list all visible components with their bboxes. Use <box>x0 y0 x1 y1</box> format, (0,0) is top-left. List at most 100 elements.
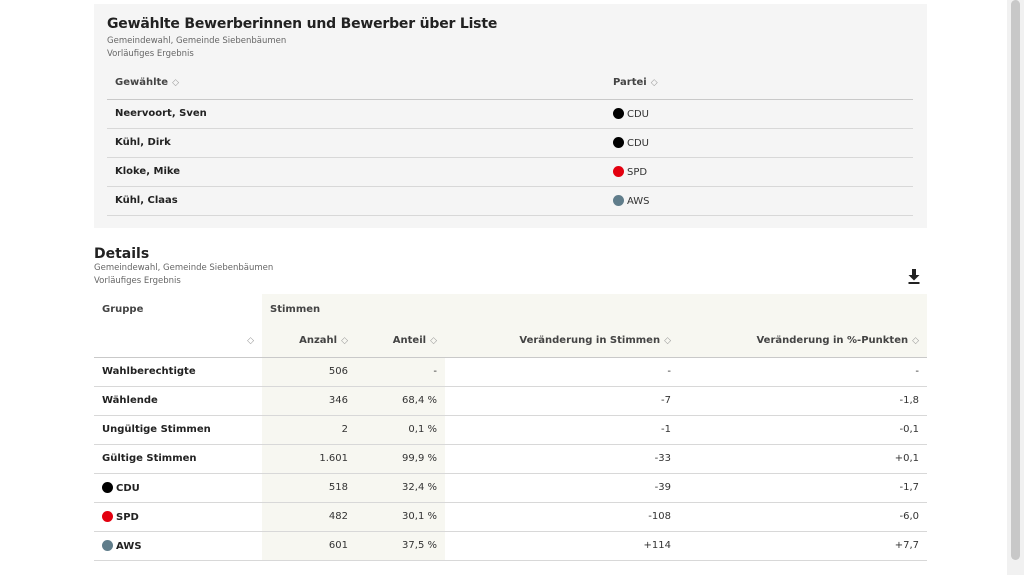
table-row: AWS 601 37,5 % +114 +7,7 <box>94 531 928 561</box>
share-cell: 32,4 % <box>356 473 445 503</box>
col-header-group-sort[interactable]: ◇ <box>94 324 262 358</box>
table-row: CDU 518 32,4 % -39 -1,7 <box>94 473 928 503</box>
col-header-group: Gruppe <box>102 303 144 315</box>
col-header-change-votes[interactable]: Veränderung in Stimmen ◇ <box>445 324 679 358</box>
group-label: AWS <box>116 540 142 552</box>
group-cell: Wählende <box>94 386 262 416</box>
party-label: AWS <box>627 195 650 207</box>
sort-icon[interactable]: ◇ <box>912 335 920 346</box>
table-row: Neervoort, Sven CDU <box>107 99 913 129</box>
col-header-party-label: Partei <box>613 77 647 89</box>
table-row: SPD 482 30,1 % -108 -6,0 <box>94 502 928 532</box>
sort-icon[interactable]: ◇ <box>664 335 671 346</box>
scrollbar-thumb[interactable] <box>1011 0 1020 560</box>
change-votes-cell: -108 <box>445 502 679 532</box>
party-color-dot <box>613 136 624 148</box>
count-cell: 2 <box>262 415 356 445</box>
table-row: Kühl, Claas AWS <box>107 186 913 216</box>
page-scrollbar[interactable] <box>1007 0 1024 575</box>
share-cell: 0,1 % <box>356 415 445 445</box>
party-color-dot <box>613 107 624 119</box>
change-pct-cell: -1,8 <box>679 386 928 416</box>
elected-name: Kloke, Mike <box>107 157 605 187</box>
count-cell: 482 <box>262 502 356 532</box>
share-cell: 37,5 % <box>356 531 445 561</box>
group-cell: Ungültige Stimmen <box>94 415 262 445</box>
party-label: SPD <box>627 166 648 178</box>
col-header-change-pct-label: Veränderung in %-Punkten <box>756 334 909 346</box>
share-cell: 68,4 % <box>356 386 445 416</box>
download-icon[interactable] <box>907 268 921 284</box>
count-cell: 1.601 <box>262 444 356 474</box>
party-color-dot <box>102 481 113 493</box>
count-cell: 601 <box>262 531 356 561</box>
party-label: CDU <box>627 108 650 120</box>
change-votes-cell: -1 <box>445 415 679 445</box>
col-header-share-label: Anteil <box>392 334 427 346</box>
col-header-elected[interactable]: Gewählte ◇ <box>107 67 605 100</box>
col-header-count[interactable]: Anzahl ◇ <box>262 324 356 358</box>
change-pct-cell: - <box>679 357 928 387</box>
change-votes-cell: -33 <box>445 444 679 474</box>
count-cell: 506 <box>262 357 356 387</box>
sort-icon[interactable]: ◇ <box>341 335 348 346</box>
elected-name: Neervoort, Sven <box>107 99 605 129</box>
col-header-count-label: Anzahl <box>299 334 338 346</box>
sort-icon[interactable]: ◇ <box>247 335 254 346</box>
elected-party: CDU <box>605 128 913 158</box>
table-row: Wahlberechtigte 506- - - <box>94 357 928 387</box>
elected-status: Vorläufiges Ergebnis <box>107 49 194 59</box>
party-label: CDU <box>627 137 650 149</box>
group-cell: CDU <box>94 473 262 503</box>
sort-icon[interactable]: ◇ <box>430 335 437 346</box>
elected-panel: Gewählte Bewerberinnen und Bewerber über… <box>94 4 927 228</box>
group-cell: Wahlberechtigte <box>94 357 262 387</box>
details-status: Vorläufiges Ergebnis <box>94 276 181 286</box>
table-row: Kühl, Dirk CDU <box>107 128 913 158</box>
elected-name: Kühl, Claas <box>107 186 605 216</box>
party-color-dot <box>102 510 113 522</box>
share-cell: 30,1 % <box>356 502 445 532</box>
elected-subtitle: Gemeindewahl, Gemeinde Siebenbäumen <box>107 36 287 46</box>
details-section: Details Gemeindewahl, Gemeinde Siebenbäu… <box>94 246 928 561</box>
table-row: Gültige Stimmen 1.601 99,9 % -33 +0,1 <box>94 444 928 474</box>
col-header-elected-label: Gewählte <box>115 77 169 89</box>
sort-icon[interactable]: ◇ <box>172 78 180 89</box>
change-votes-cell: -7 <box>445 386 679 416</box>
col-header-share[interactable]: Anteil ◇ <box>356 324 445 358</box>
group-label: Ungültige Stimmen <box>102 424 211 435</box>
elected-table: Gewählte ◇ Partei ◇ Neervoort, Sven CDU Kühl… <box>107 67 913 216</box>
change-pct-cell: -1,7 <box>679 473 928 503</box>
col-header-change-votes-label: Veränderung in Stimmen <box>519 334 661 346</box>
party-color-dot <box>102 539 113 551</box>
count-cell: 346 <box>262 386 356 416</box>
col-header-change-pct[interactable]: Veränderung in %-Punkten ◇ <box>679 324 928 358</box>
count-cell: 518 <box>262 473 356 503</box>
group-label: SPD <box>116 511 139 523</box>
party-color-dot <box>613 194 624 206</box>
details-table: Gruppe Stimmen ◇ Anzahl ◇ Anteil ◇ Verände… <box>94 294 928 561</box>
change-votes-cell: - <box>445 357 679 387</box>
group-cell: SPD <box>94 502 262 532</box>
group-label: Wahlberechtigte <box>102 366 196 377</box>
group-label: CDU <box>116 482 140 494</box>
change-pct-cell: -6,0 <box>679 502 928 532</box>
group-cell: AWS <box>94 531 262 561</box>
elected-party: CDU <box>605 99 913 129</box>
change-pct-cell: +0,1 <box>679 444 928 474</box>
change-pct-cell: -0,1 <box>679 415 928 445</box>
elected-party: SPD <box>605 157 913 187</box>
party-color-dot <box>613 165 624 177</box>
table-row: Kloke, Mike SPD <box>107 157 913 187</box>
change-votes-cell: +114 <box>445 531 679 561</box>
table-row: Wählende 346 68,4 % -7 -1,8 <box>94 386 928 416</box>
group-label: Gültige Stimmen <box>102 453 197 464</box>
change-pct-cell: +7,7 <box>679 531 928 561</box>
elected-party: AWS <box>605 186 913 216</box>
group-label: Wählende <box>102 395 158 406</box>
sort-icon[interactable]: ◇ <box>650 78 658 89</box>
share-cell: 99,9 % <box>356 444 445 474</box>
col-header-votes: Stimmen <box>262 294 928 324</box>
elected-name: Kühl, Dirk <box>107 128 605 158</box>
col-header-party[interactable]: Partei ◇ <box>605 67 913 100</box>
